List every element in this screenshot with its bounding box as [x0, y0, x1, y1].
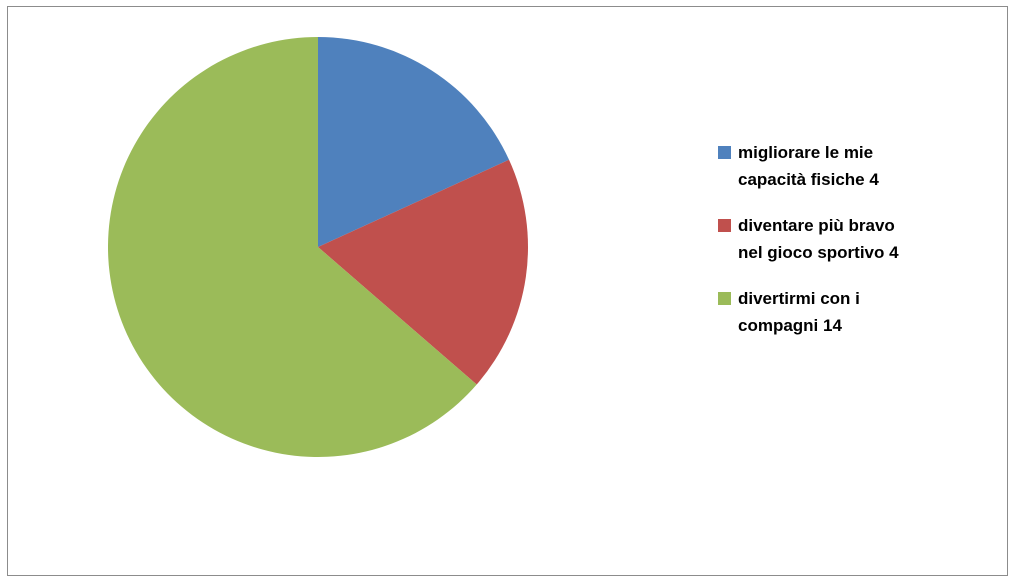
legend-item-2: diventare più bravo nel gioco sportivo 4 — [718, 212, 998, 266]
pie-chart — [107, 37, 528, 457]
legend-item-3: divertirmi con i compagni 14 — [718, 285, 998, 339]
legend-swatch-2 — [718, 219, 731, 232]
legend-item-1: migliorare le mie capacità fisiche 4 — [718, 139, 998, 193]
legend-swatch-1 — [718, 146, 731, 159]
legend-label-3: divertirmi con i compagni 14 — [738, 289, 860, 335]
pie-slice-2 — [318, 159, 528, 385]
legend-label-1: migliorare le mie capacità fisiche 4 — [738, 143, 879, 189]
chart-legend: migliorare le mie capacità fisiche 4 div… — [718, 139, 998, 358]
chart-area: migliorare le mie capacità fisiche 4 div… — [7, 6, 1008, 576]
legend-swatch-3 — [718, 292, 731, 305]
pie-slice-1 — [318, 37, 510, 247]
legend-label-2: diventare più bravo nel gioco sportivo 4 — [738, 216, 899, 262]
pie-slice-3 — [107, 37, 477, 457]
